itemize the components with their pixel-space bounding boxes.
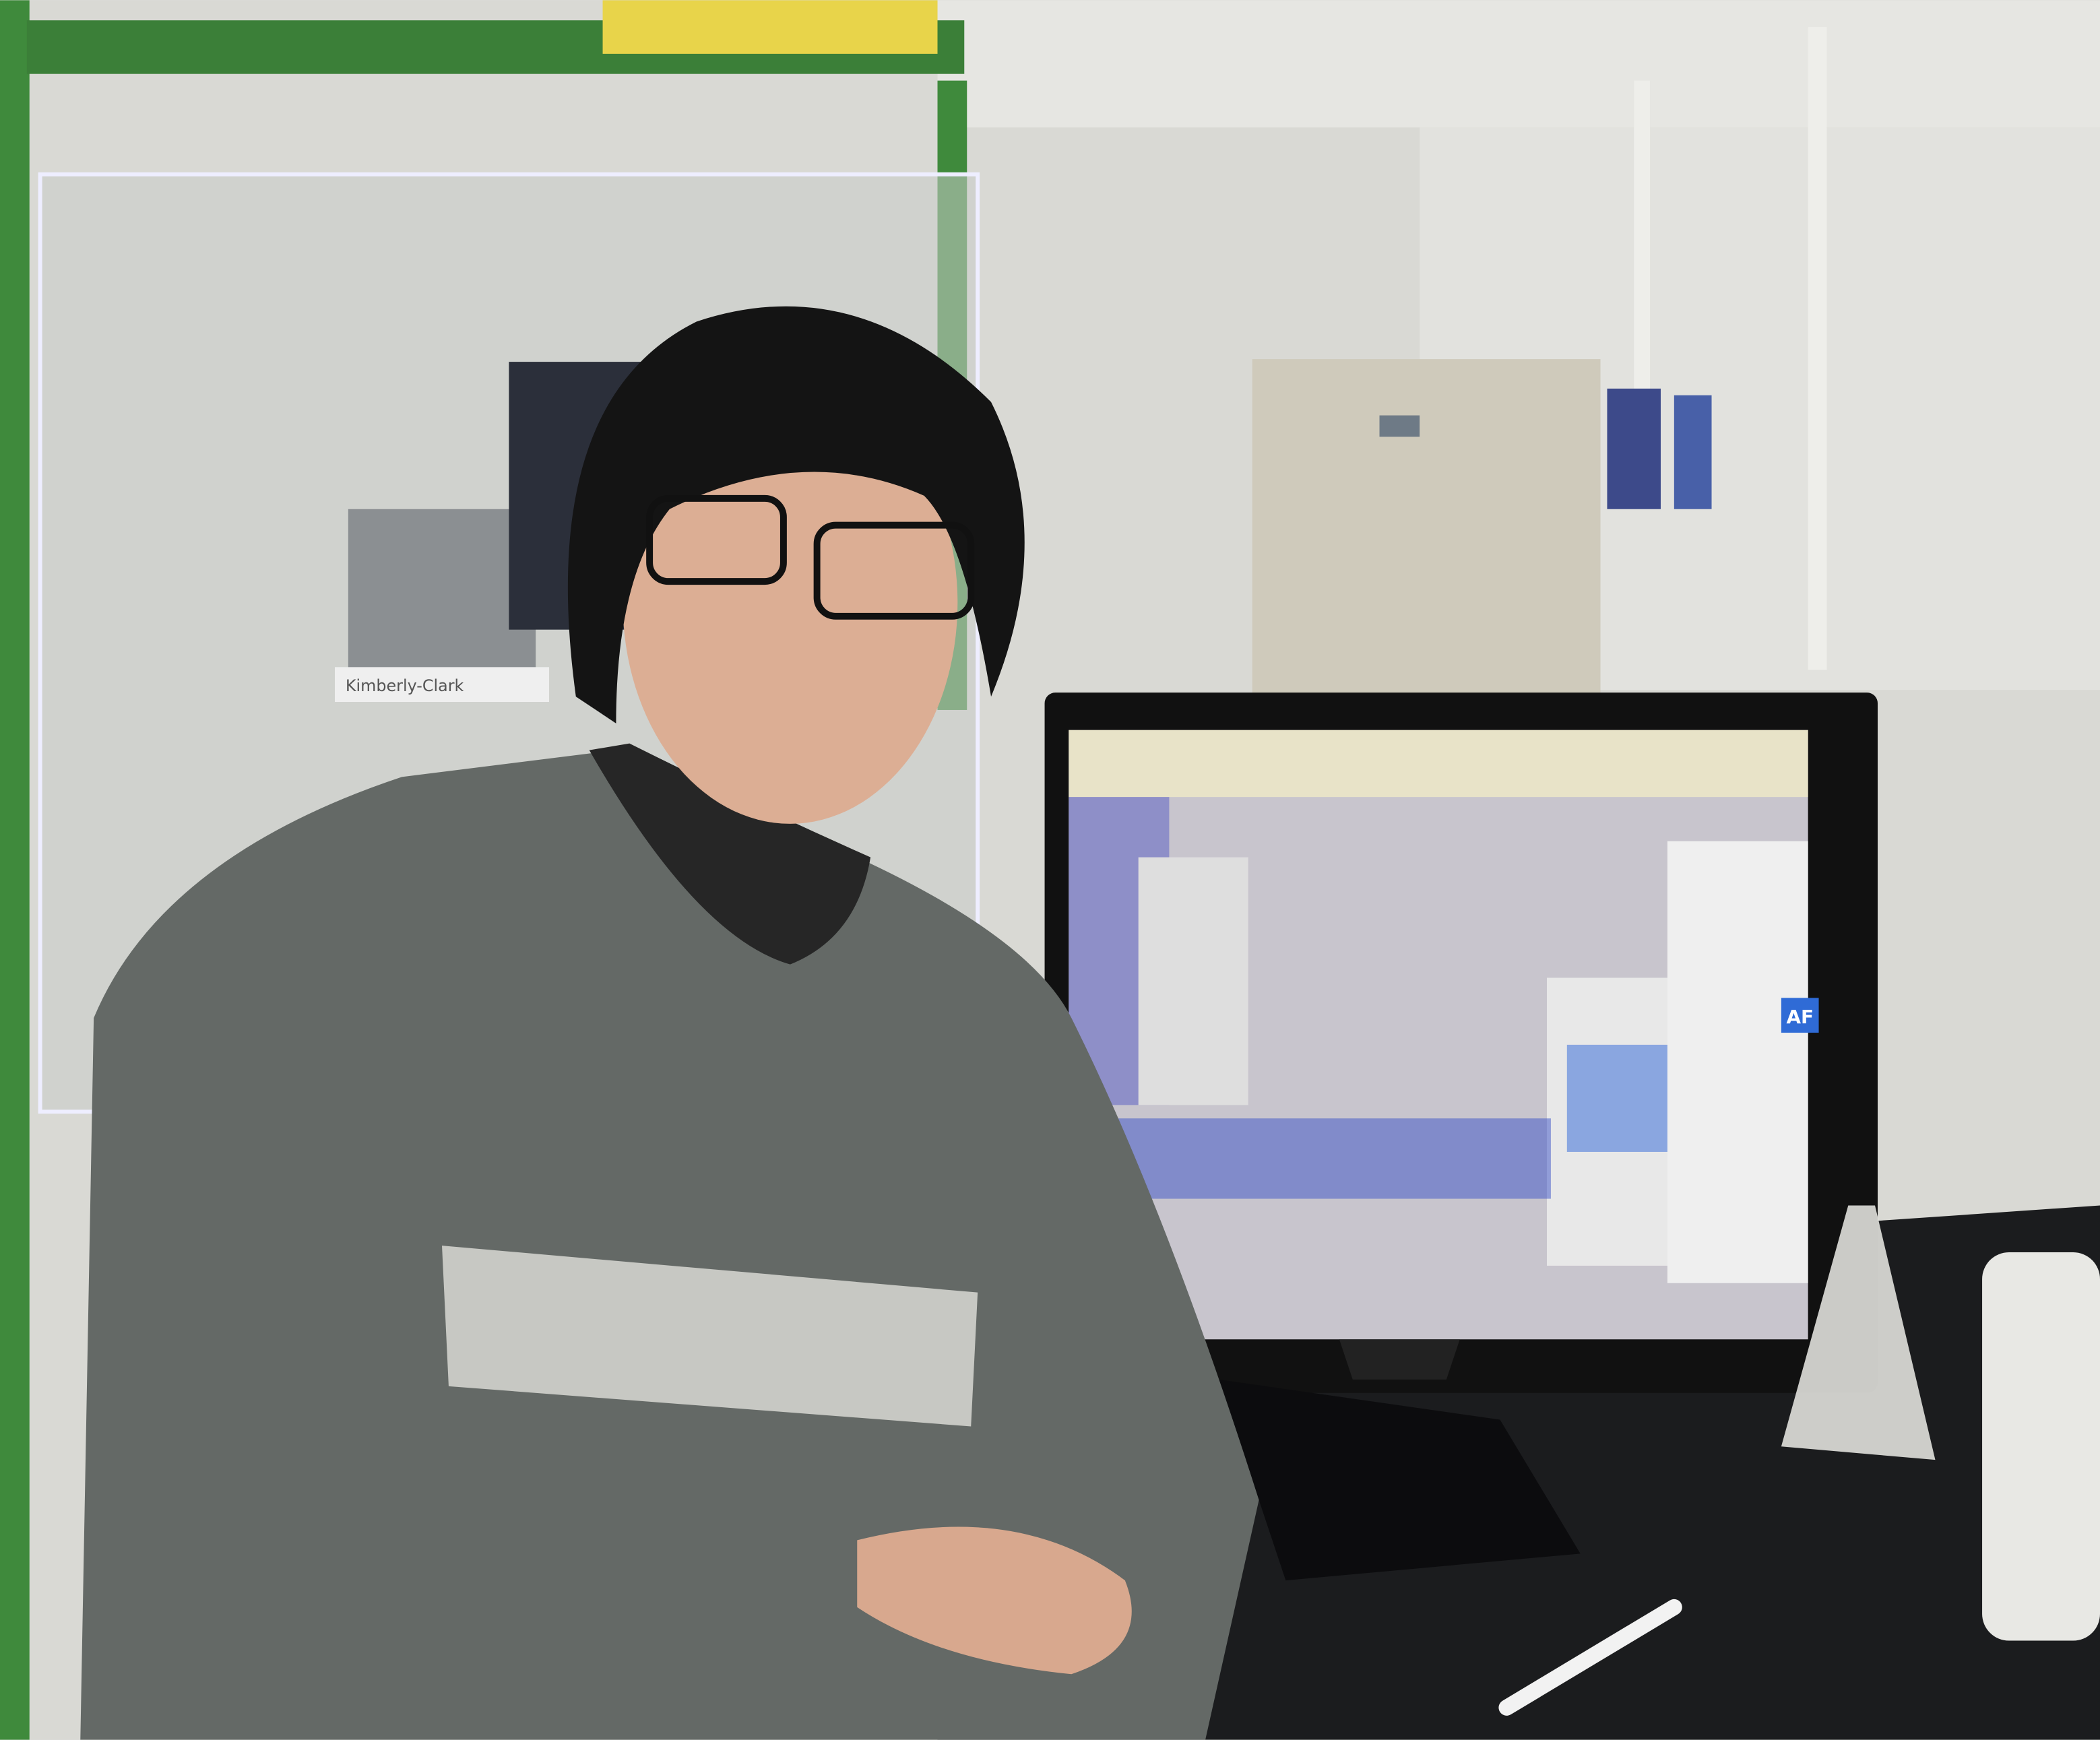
tissue-box [334,667,550,703]
microscope-part [348,509,536,670]
incubator [1252,359,1601,707]
ceiling [937,0,2100,128]
funnel [1781,1205,1936,1460]
pen [1498,1599,1682,1716]
dialog [1667,841,1808,1283]
incubator-display [1379,415,1420,437]
monitor-stand [1339,1339,1460,1380]
filter-cartridge [1607,388,1661,509]
keyboard [1218,1379,1581,1581]
hair [567,306,1025,723]
glasses [646,494,787,585]
shelf-post [0,0,30,1740]
hands [857,1526,1132,1675]
filter-cartridge [1674,395,1712,509]
glasses [813,521,975,620]
pipe [1808,27,1827,670]
dialog [1138,857,1248,1105]
hoodie-stripe [442,1246,978,1427]
taskbar-gradient [1069,1118,1551,1199]
wash-bottle [1982,1252,2100,1641]
af-button [1781,998,1819,1033]
hood-lining [589,743,871,965]
pipe [1634,80,1651,402]
box-brand: Kimberly-Clark [346,676,464,695]
af-label: AF [1786,1006,1814,1028]
toolbar [1069,730,1808,798]
hoodie [80,750,1259,1740]
yellow-box [602,0,938,54]
